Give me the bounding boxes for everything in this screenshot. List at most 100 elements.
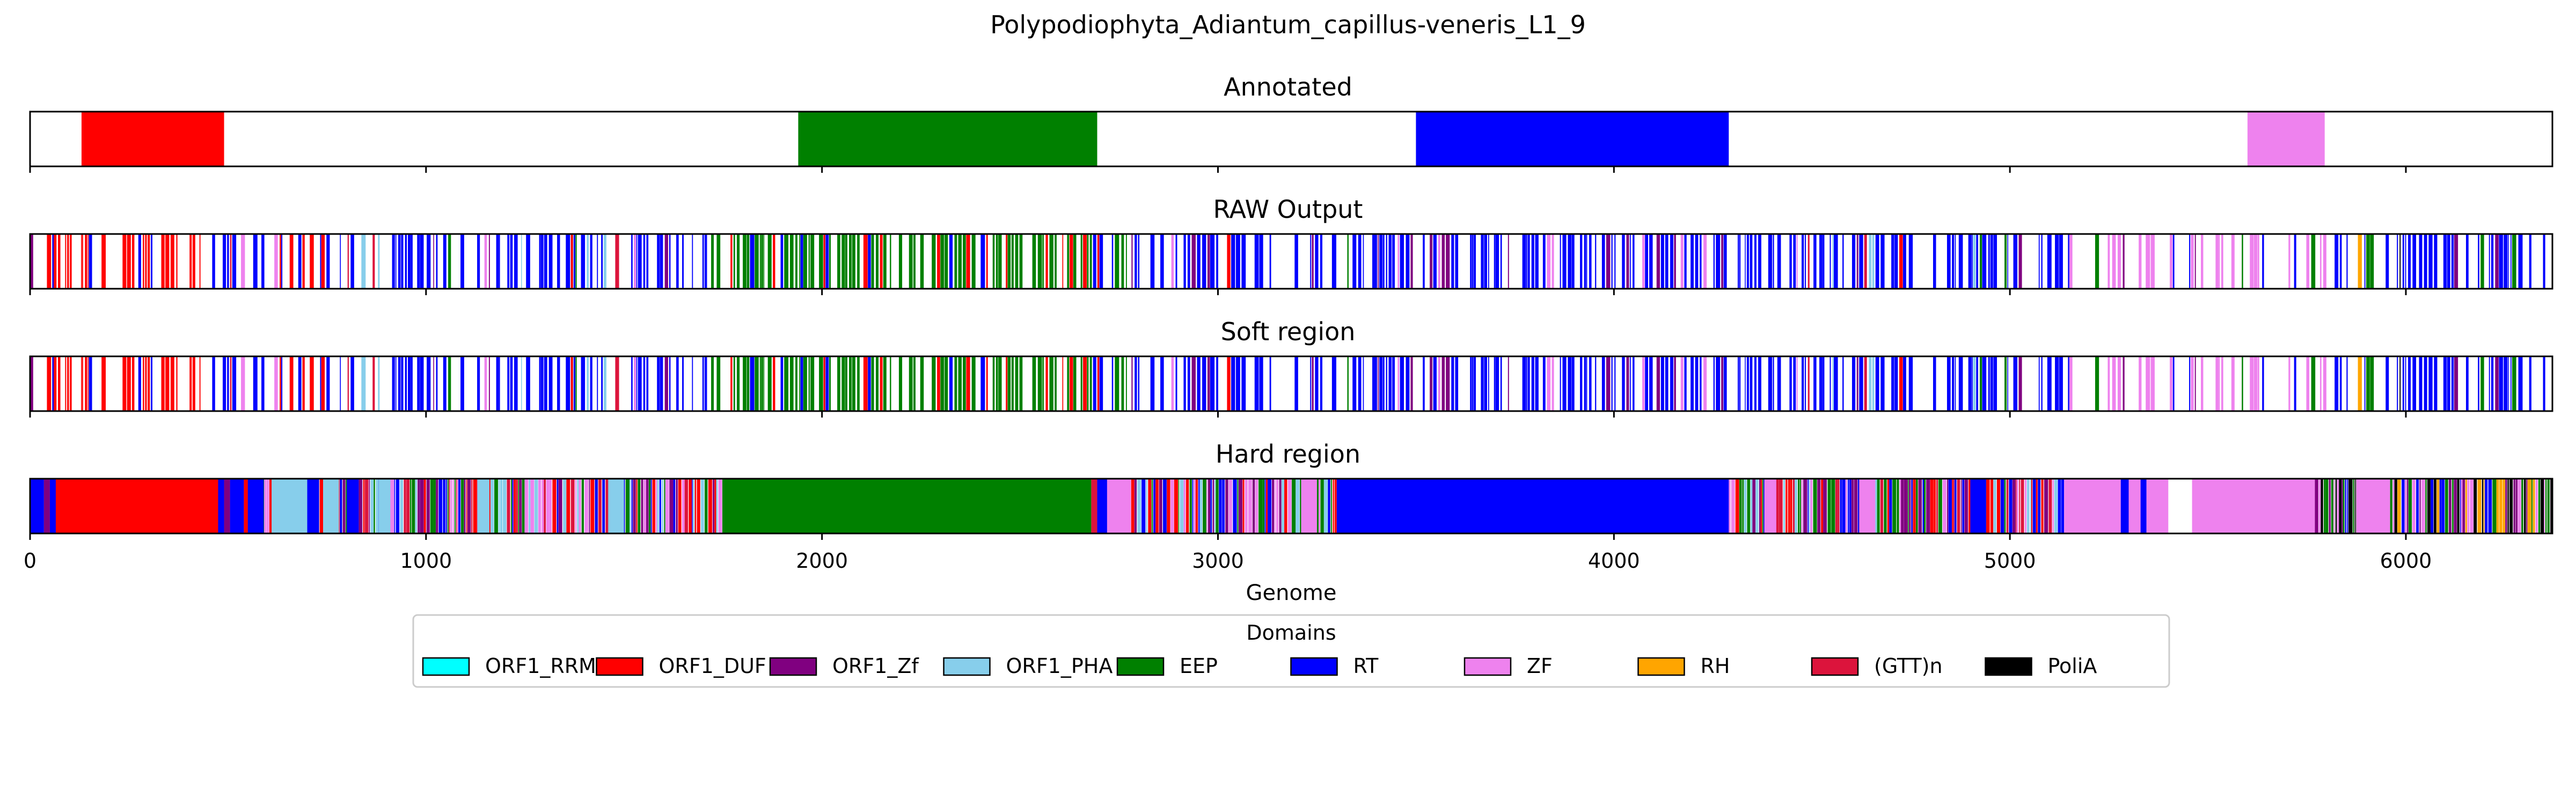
domain-stripe <box>2345 479 2346 533</box>
domain-stripe <box>2041 356 2043 411</box>
domain-stripe <box>372 356 375 411</box>
domain-stripe <box>1690 356 1694 411</box>
domain-stripe <box>2461 479 2463 533</box>
domain-stripe <box>1430 234 1433 289</box>
domain-stripe <box>808 234 810 289</box>
domain-stripe <box>1242 479 1245 533</box>
domain-stripe <box>689 479 692 533</box>
domain-stripe <box>638 479 641 533</box>
domain-stripe <box>65 356 67 411</box>
domain-stripe <box>2419 356 2423 411</box>
domain-stripe <box>1178 479 1180 533</box>
domain-stripe <box>954 234 957 289</box>
domain-stripe <box>2495 234 2499 289</box>
domain-stripe <box>85 234 87 289</box>
domain-stripe <box>450 479 452 533</box>
domain-stripe <box>1552 234 1554 289</box>
domain-stripe <box>1847 479 1849 533</box>
domain-stripe <box>2018 234 2022 289</box>
domain-stripe <box>1531 356 1534 411</box>
domain-segment <box>347 479 359 533</box>
domain-stripe <box>2462 479 2465 533</box>
domain-stripe <box>1930 479 1934 533</box>
domain-stripe <box>1180 479 1184 533</box>
domain-stripe <box>2385 234 2389 289</box>
domain-stripe <box>361 234 366 289</box>
legend-swatch <box>596 657 643 676</box>
domain-stripe <box>1633 234 1635 289</box>
domain-stripe <box>471 479 473 533</box>
domain-stripe <box>466 479 467 533</box>
domain-stripe <box>2447 356 2450 411</box>
domain-stripe <box>2550 479 2552 533</box>
domain-stripe <box>1700 356 1702 411</box>
domain-stripe <box>1840 479 1842 533</box>
domain-stripe <box>1334 479 1337 533</box>
domain-stripe <box>2412 234 2417 289</box>
domain-stripe <box>122 234 127 289</box>
domain-stripe <box>1700 234 1702 289</box>
domain-stripe <box>1131 479 1135 533</box>
domain-stripe <box>1328 479 1330 533</box>
domain-stripe <box>1379 234 1383 289</box>
domain-stripe <box>457 479 458 533</box>
domain-stripe <box>1763 479 1765 533</box>
domain-stripe <box>1400 234 1404 289</box>
domain-stripe <box>1423 234 1425 289</box>
domain-stripe <box>883 234 887 289</box>
domain-stripe <box>417 234 420 289</box>
domain-stripe <box>2512 234 2516 289</box>
legend-swatch <box>1463 657 1512 676</box>
domain-stripe <box>2242 356 2243 411</box>
domain-stripe <box>1386 356 1387 411</box>
domain-stripe <box>1902 234 1906 289</box>
domain-stripe <box>810 356 815 411</box>
domain-stripe <box>2354 479 2356 533</box>
domain-stripe <box>996 234 998 289</box>
domain-stripe <box>165 234 170 289</box>
domain-stripe <box>913 356 916 411</box>
domain-segment <box>1336 479 1729 533</box>
domain-stripe <box>2320 234 2322 289</box>
domain-stripe <box>810 234 815 289</box>
domain-stripe <box>1562 356 1567 411</box>
legend-label: ORF1_Zf <box>832 654 919 678</box>
domain-stripe <box>1423 356 1425 411</box>
domain-stripe <box>747 234 750 289</box>
domain-stripe <box>1195 479 1198 533</box>
domain-stripe <box>521 234 522 289</box>
legend-label: EEP <box>1180 654 1218 678</box>
domain-stripe <box>302 356 305 411</box>
domain-stripe <box>1150 356 1155 411</box>
domain-stripe <box>2370 234 2374 289</box>
domain-stripe <box>579 479 581 533</box>
domain-stripe <box>1183 234 1186 289</box>
domain-stripe <box>868 234 871 289</box>
domain-stripe <box>1993 356 1997 411</box>
domain-stripe <box>1542 356 1546 411</box>
domain-stripe <box>2315 479 2318 533</box>
domain-stripe <box>540 234 544 289</box>
domain-stripe <box>1752 479 1756 533</box>
domain-stripe <box>913 234 916 289</box>
domain-stripe <box>2294 356 2296 411</box>
domain-stripe <box>1187 234 1190 289</box>
domain-stripe <box>321 356 325 411</box>
domain-stripe <box>2038 479 2041 533</box>
domain-stripe <box>1037 356 1042 411</box>
domain-stripe <box>420 234 424 289</box>
domain-stripe <box>1805 356 1806 411</box>
panel-frame <box>29 478 2553 535</box>
domain-stripe <box>2253 356 2258 411</box>
domain-stripe <box>1272 479 1275 533</box>
domain-stripe <box>669 479 674 533</box>
domain-stripe <box>980 234 985 289</box>
domain-stripe <box>1817 479 1821 533</box>
domain-stripe <box>2499 479 2502 533</box>
figure-title: Polypodiophyta_Adiantum_capillus-veneris… <box>990 10 1586 39</box>
domain-stripe <box>1911 479 1913 533</box>
domain-stripe <box>909 234 913 289</box>
domain-stripe <box>1933 234 1936 289</box>
domain-stripe <box>1899 479 1901 533</box>
domain-stripe <box>1957 479 1960 533</box>
